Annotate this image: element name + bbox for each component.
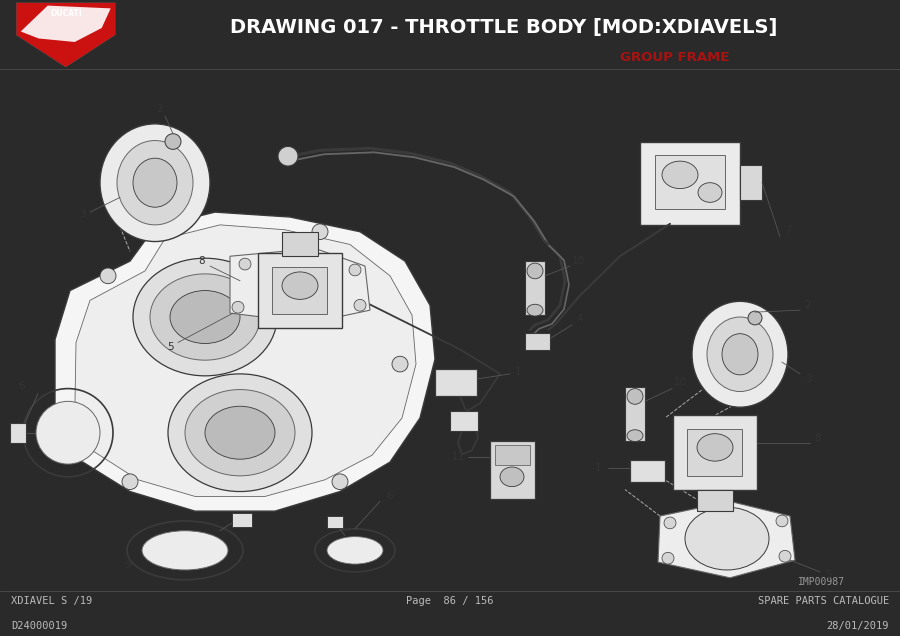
Ellipse shape bbox=[722, 334, 758, 375]
Ellipse shape bbox=[748, 311, 762, 325]
Bar bbox=[740, 165, 762, 200]
Bar bbox=[327, 516, 343, 528]
Ellipse shape bbox=[776, 515, 788, 527]
Ellipse shape bbox=[142, 531, 228, 570]
Ellipse shape bbox=[697, 434, 733, 461]
Ellipse shape bbox=[133, 258, 277, 376]
Bar bbox=[495, 445, 530, 465]
Ellipse shape bbox=[133, 158, 177, 207]
Text: 6: 6 bbox=[19, 381, 25, 391]
Ellipse shape bbox=[692, 301, 788, 407]
Text: 28/01/2019: 28/01/2019 bbox=[827, 621, 889, 631]
Text: 2: 2 bbox=[805, 300, 811, 310]
Ellipse shape bbox=[168, 374, 312, 492]
Ellipse shape bbox=[779, 550, 791, 562]
Text: 5: 5 bbox=[824, 570, 832, 580]
Polygon shape bbox=[658, 501, 795, 578]
Ellipse shape bbox=[36, 401, 100, 464]
Text: IMP00987: IMP00987 bbox=[798, 577, 845, 587]
Ellipse shape bbox=[122, 474, 138, 490]
Text: GROUP FRAME: GROUP FRAME bbox=[620, 51, 730, 64]
Text: 10: 10 bbox=[673, 377, 687, 387]
Bar bbox=[697, 490, 733, 511]
Ellipse shape bbox=[100, 124, 210, 242]
Ellipse shape bbox=[332, 474, 348, 490]
Ellipse shape bbox=[392, 356, 408, 372]
Ellipse shape bbox=[165, 134, 181, 149]
Polygon shape bbox=[230, 249, 370, 323]
Ellipse shape bbox=[500, 467, 524, 487]
Ellipse shape bbox=[662, 552, 674, 564]
Ellipse shape bbox=[349, 264, 361, 276]
Text: 10: 10 bbox=[572, 256, 585, 266]
Ellipse shape bbox=[662, 161, 698, 189]
Ellipse shape bbox=[327, 537, 383, 564]
Text: D24000019: D24000019 bbox=[11, 621, 67, 631]
Text: 9: 9 bbox=[125, 560, 131, 570]
Text: DUCATI: DUCATI bbox=[50, 10, 82, 18]
Bar bbox=[625, 387, 645, 441]
Bar bbox=[655, 155, 725, 209]
Bar bbox=[687, 429, 742, 476]
Text: 6: 6 bbox=[387, 492, 393, 501]
Bar bbox=[282, 232, 318, 256]
Text: 3: 3 bbox=[805, 374, 811, 384]
Text: 7: 7 bbox=[785, 225, 791, 235]
Ellipse shape bbox=[354, 300, 366, 311]
Polygon shape bbox=[16, 3, 115, 67]
Bar bbox=[525, 333, 550, 350]
Text: SPARE PARTS CATALOGUE: SPARE PARTS CATALOGUE bbox=[758, 596, 889, 606]
Ellipse shape bbox=[260, 254, 340, 317]
Text: DRAWING 017 - THROTTLE BODY [MOD:XDIAVELS]: DRAWING 017 - THROTTLE BODY [MOD:XDIAVEL… bbox=[230, 18, 778, 38]
Text: 3: 3 bbox=[78, 209, 86, 219]
Bar bbox=[630, 460, 665, 481]
Ellipse shape bbox=[698, 183, 722, 202]
Ellipse shape bbox=[170, 291, 240, 343]
Ellipse shape bbox=[239, 258, 251, 270]
Ellipse shape bbox=[527, 263, 543, 279]
Ellipse shape bbox=[150, 274, 260, 360]
Bar bbox=[232, 513, 252, 527]
Ellipse shape bbox=[685, 508, 769, 570]
Ellipse shape bbox=[664, 517, 676, 529]
Bar bbox=[450, 411, 478, 431]
Ellipse shape bbox=[278, 146, 298, 166]
Bar bbox=[435, 369, 477, 396]
Ellipse shape bbox=[185, 390, 295, 476]
Ellipse shape bbox=[232, 301, 244, 313]
Ellipse shape bbox=[707, 317, 773, 392]
Bar bbox=[490, 441, 535, 499]
Text: 1: 1 bbox=[515, 367, 521, 377]
Ellipse shape bbox=[117, 141, 193, 225]
Bar bbox=[640, 142, 740, 225]
Polygon shape bbox=[21, 6, 111, 42]
Ellipse shape bbox=[527, 304, 543, 316]
Ellipse shape bbox=[627, 430, 643, 441]
Ellipse shape bbox=[205, 406, 275, 459]
Text: 4: 4 bbox=[577, 314, 583, 324]
Polygon shape bbox=[55, 212, 435, 511]
Polygon shape bbox=[75, 225, 416, 497]
Bar bbox=[525, 261, 545, 315]
Ellipse shape bbox=[627, 389, 643, 404]
Text: 2: 2 bbox=[157, 104, 163, 114]
Text: 8: 8 bbox=[199, 256, 205, 266]
Ellipse shape bbox=[100, 268, 116, 284]
Text: Page  86 / 156: Page 86 / 156 bbox=[406, 596, 494, 606]
Text: XDIAVEL S /19: XDIAVEL S /19 bbox=[11, 596, 92, 606]
Ellipse shape bbox=[312, 224, 328, 240]
Text: 1: 1 bbox=[595, 463, 601, 473]
Bar bbox=[10, 423, 26, 443]
Bar bbox=[673, 415, 757, 490]
Bar bbox=[272, 267, 327, 314]
Text: 8: 8 bbox=[814, 432, 822, 443]
Ellipse shape bbox=[282, 272, 318, 300]
Text: 5: 5 bbox=[166, 342, 174, 352]
Bar bbox=[258, 253, 342, 328]
Text: 11: 11 bbox=[452, 452, 464, 462]
